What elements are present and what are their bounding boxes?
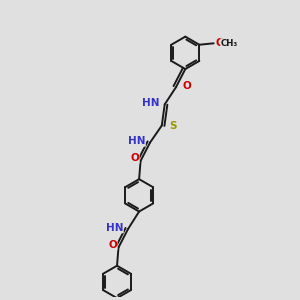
- Text: HN: HN: [142, 98, 159, 108]
- Text: O: O: [130, 153, 139, 163]
- Text: S: S: [169, 121, 177, 130]
- Text: O: O: [215, 38, 224, 48]
- Text: HN: HN: [106, 223, 123, 233]
- Text: O: O: [108, 239, 117, 250]
- Text: HN: HN: [128, 136, 145, 146]
- Text: O: O: [183, 81, 191, 91]
- Text: CH₃: CH₃: [221, 39, 238, 48]
